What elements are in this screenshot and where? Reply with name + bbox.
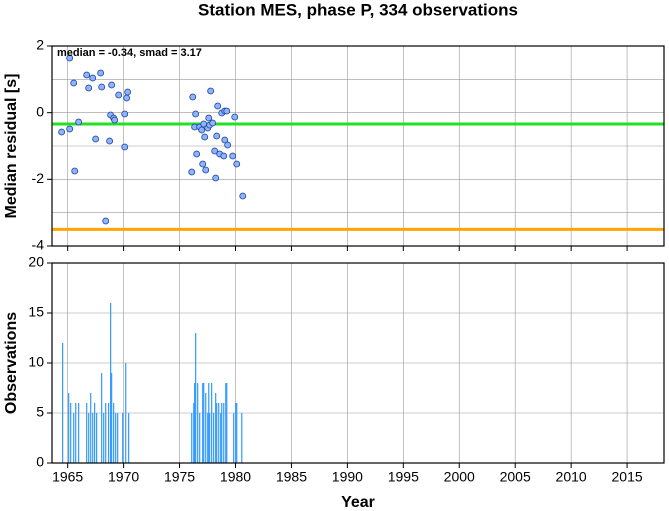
y-tick-label: 0 <box>36 454 44 470</box>
x-tick-label: 2000 <box>444 469 475 485</box>
point <box>98 83 106 91</box>
point <box>213 132 221 140</box>
point <box>214 102 222 110</box>
point <box>223 107 231 115</box>
y-axis-label: Observations <box>3 312 20 414</box>
point <box>188 168 196 176</box>
point <box>106 137 114 145</box>
point <box>229 152 237 160</box>
y-tick-label: 0 <box>36 103 44 119</box>
point <box>209 119 217 127</box>
x-tick-label: 1975 <box>164 469 195 485</box>
x-tick-label: 1980 <box>220 469 251 485</box>
y-axis-label: Median residual [s] <box>3 74 20 219</box>
point <box>189 93 197 101</box>
y-tick-label: -4 <box>32 237 45 253</box>
point <box>231 113 239 121</box>
point <box>224 141 232 149</box>
point <box>220 152 228 160</box>
point <box>66 54 74 62</box>
chart-title: Station MES, phase P, 334 observations <box>198 0 518 19</box>
plot-frame <box>51 45 665 247</box>
point <box>70 79 78 87</box>
x-tick-label: 2005 <box>500 469 531 485</box>
point <box>205 114 213 122</box>
x-tick-label: 1970 <box>108 469 139 485</box>
point <box>201 133 209 141</box>
point <box>108 81 116 89</box>
point <box>58 128 66 136</box>
x-tick-label: 1965 <box>52 469 83 485</box>
point <box>212 174 220 182</box>
point <box>123 94 131 102</box>
point <box>85 84 93 92</box>
annotation: median = -0.34, smad = 3.17 <box>57 47 202 59</box>
point <box>66 125 74 133</box>
y-tick-label: 15 <box>28 304 44 320</box>
x-tick-label: 2015 <box>612 469 643 485</box>
point <box>207 87 215 95</box>
y-tick-label: -2 <box>32 170 45 186</box>
point <box>121 143 129 151</box>
point <box>97 69 105 77</box>
y-tick-label: 2 <box>36 37 44 53</box>
point <box>239 192 247 200</box>
point <box>193 150 201 158</box>
y-tick-label: 5 <box>36 404 44 420</box>
point <box>211 147 219 155</box>
point <box>199 160 207 168</box>
point <box>89 74 97 82</box>
point <box>202 166 210 174</box>
point <box>124 88 132 96</box>
point <box>92 135 100 143</box>
point <box>115 91 123 99</box>
point <box>71 167 79 175</box>
x-tick-label: 2010 <box>556 469 587 485</box>
y-tick-label: 10 <box>28 354 44 370</box>
point <box>111 116 119 124</box>
point <box>198 126 206 134</box>
point <box>221 136 229 144</box>
x-tick-label: 1995 <box>388 469 419 485</box>
point <box>192 110 200 118</box>
x-tick-label: 1990 <box>332 469 363 485</box>
x-axis-label: Year <box>341 494 375 511</box>
y-tick-label: 20 <box>28 254 44 270</box>
point <box>75 118 83 126</box>
point <box>102 217 110 225</box>
point <box>83 71 91 79</box>
plot-frame <box>51 262 665 464</box>
x-tick-label: 1985 <box>276 469 307 485</box>
point <box>121 110 129 118</box>
point <box>233 160 241 168</box>
